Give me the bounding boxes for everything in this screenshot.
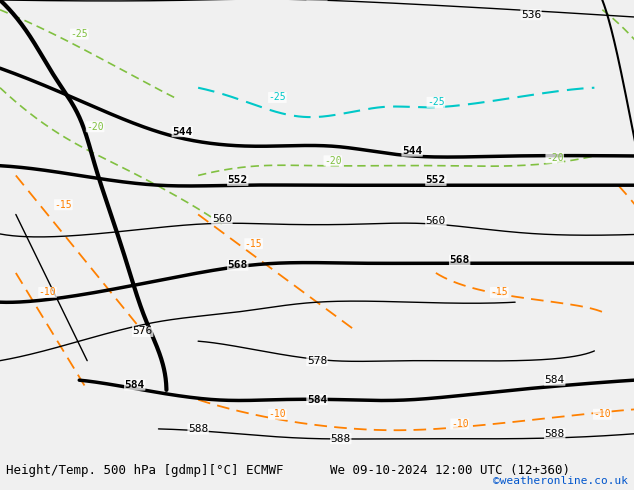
Text: 588: 588 (331, 434, 351, 443)
Text: -15: -15 (245, 239, 262, 249)
Text: -20: -20 (546, 153, 564, 163)
Text: -20: -20 (324, 156, 342, 166)
Text: 584: 584 (125, 380, 145, 390)
Text: -10: -10 (593, 409, 611, 419)
Text: -25: -25 (269, 93, 286, 102)
Text: 576: 576 (133, 326, 153, 337)
Text: We 09-10-2024 12:00 UTC (12+360): We 09-10-2024 12:00 UTC (12+360) (330, 465, 570, 477)
Text: 560: 560 (212, 214, 232, 224)
Text: Height/Temp. 500 hPa [gdmp][°C] ECMWF: Height/Temp. 500 hPa [gdmp][°C] ECMWF (6, 465, 284, 477)
Text: 560: 560 (426, 216, 446, 226)
Text: -20: -20 (86, 122, 104, 132)
Text: -10: -10 (39, 288, 56, 297)
Text: 544: 544 (402, 146, 422, 156)
Text: -25: -25 (427, 98, 444, 107)
Text: 536: 536 (521, 10, 541, 20)
Text: 568: 568 (228, 260, 248, 270)
Text: 568: 568 (450, 255, 470, 265)
Text: 552: 552 (426, 175, 446, 185)
Text: 584: 584 (307, 394, 327, 405)
Text: 544: 544 (172, 126, 192, 137)
Text: 588: 588 (188, 424, 208, 434)
Text: ©weatheronline.co.uk: ©weatheronline.co.uk (493, 476, 628, 486)
Text: 584: 584 (545, 375, 565, 385)
Text: -25: -25 (70, 29, 88, 39)
Text: -15: -15 (55, 200, 72, 210)
Text: 588: 588 (545, 429, 565, 439)
Text: 552: 552 (228, 175, 248, 185)
Text: 578: 578 (307, 356, 327, 366)
Text: -10: -10 (451, 419, 469, 429)
Text: -15: -15 (491, 288, 508, 297)
Text: -10: -10 (269, 409, 286, 419)
